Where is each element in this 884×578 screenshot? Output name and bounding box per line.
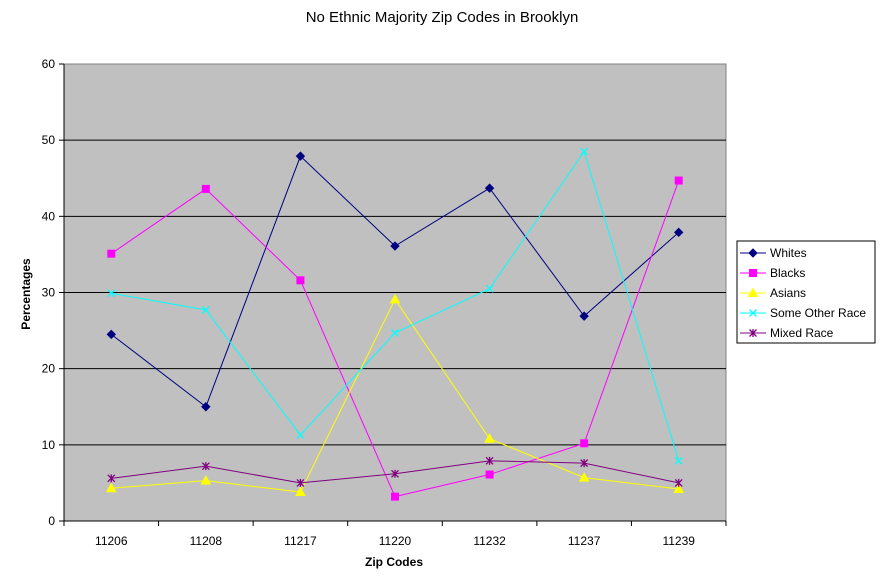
legend-label: Mixed Race [770,326,834,340]
legend-item: Whites [740,246,807,260]
data-point [580,439,589,448]
data-point [107,249,116,258]
data-point [579,311,589,321]
data-point [674,227,684,238]
data-point [391,328,399,337]
data-point [296,478,305,487]
data-point [485,456,494,465]
series-some-other-race [107,147,683,465]
y-tick-label: 50 [42,133,56,147]
legend-item: Some Other Race [740,306,866,320]
y-tick-label: 20 [42,362,56,376]
legend-item: Blacks [740,266,805,280]
data-point [674,478,683,487]
x-tick-label: 11208 [190,534,223,548]
legend-marker [749,309,757,317]
data-point [201,184,210,193]
series-asians [105,293,685,497]
legend-label: Whites [770,246,807,260]
y-tick-label: 10 [42,438,56,452]
data-point [485,470,494,479]
data-point [295,486,306,497]
series-blacks [107,176,683,501]
data-point [580,147,589,156]
legend-marker [747,287,759,297]
legend-label: Blacks [770,266,805,280]
x-tick-label: 11220 [379,534,412,548]
data-point [390,241,400,251]
series-mixed-race [107,456,683,487]
data-point [200,475,212,485]
data-point [484,183,495,193]
legend-marker [748,248,758,258]
x-tick-label: 11239 [662,534,695,548]
data-point [674,176,683,185]
data-point [578,472,590,482]
legend-label: Some Other Race [770,306,866,320]
data-point [296,276,305,285]
data-point [391,492,399,501]
data-point [674,456,683,465]
legend-item: Mixed Race [740,326,834,340]
data-point [107,474,116,483]
legend-item: Asians [740,286,806,300]
chart-title: No Ethnic Majority Zip Codes in Brooklyn [306,9,579,26]
data-point [295,151,306,161]
data-point [484,433,495,443]
data-point [201,402,211,412]
gridlines [64,139,726,446]
y-axis-title: Percentages [19,258,33,330]
x-tick-label: 11217 [284,534,317,548]
y-tick-label: 0 [48,514,55,528]
data-point [201,462,210,471]
data-point [107,289,116,298]
data-point [673,483,685,494]
y-tick-label: 30 [42,286,56,300]
x-tick-label: 11206 [95,534,128,548]
x-axis-ticks: 11206 11208 11217 11220 11232 11237 11239 [63,521,727,548]
y-tick-label: 60 [42,57,56,71]
data-point [391,469,399,478]
data-point [389,293,401,304]
legend: Whites Blacks Asians Some Other Race Mixed R… [736,240,876,344]
data-point [201,306,210,314]
data-point [105,482,117,493]
data-point [580,459,589,468]
series-group [105,147,685,501]
series-whites [106,151,684,412]
legend-marker [749,329,757,337]
data-point [296,430,305,439]
data-point [106,329,116,340]
x-axis-title: Zip Codes [365,555,423,569]
data-point [485,284,494,293]
x-tick-label: 11232 [473,534,506,548]
legend-marker [749,269,757,277]
y-axis-ticks: 0 10 20 30 40 50 60 [42,57,64,528]
legend-label: Asians [770,286,806,300]
y-tick-label: 40 [42,209,56,223]
x-tick-label: 11237 [568,534,601,548]
legend-box [736,240,876,344]
